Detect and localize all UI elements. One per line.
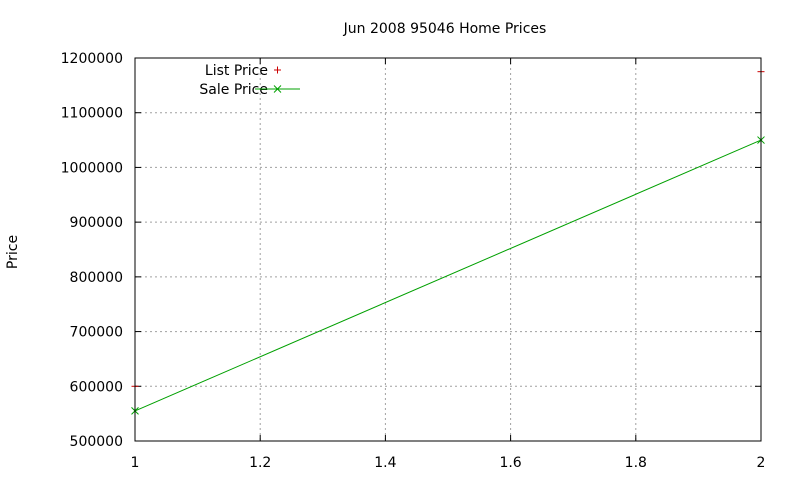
grid (135, 58, 761, 441)
legend-label: Sale Price (199, 82, 268, 98)
legend: List Price Sale Price (199, 63, 300, 98)
y-axis-label: Price (5, 235, 21, 269)
y-tick-label: 1000000 (61, 160, 123, 176)
legend-label: List Price (205, 63, 268, 79)
y-tick-label: 900000 (70, 215, 123, 231)
chart-title: Jun 2008 95046 Home Prices (343, 21, 547, 37)
legend-marker (273, 85, 282, 93)
x-tick-label: 1.4 (374, 455, 396, 471)
y-tick-label: 1100000 (61, 106, 123, 122)
x-tick-label: 1.8 (625, 455, 647, 471)
plot-frame (134, 57, 762, 442)
ticks: 1 1.2 1.4 1.6 1.8 2 500000 600000 700000 800000 90… (61, 51, 766, 471)
x-tick-label: 1 (131, 455, 140, 471)
y-tick-label: 600000 (70, 379, 123, 395)
x-tick-label: 1.6 (499, 455, 521, 471)
legend-marker (274, 66, 281, 74)
sale-price-line (134, 139, 762, 412)
y-tick-label: 700000 (70, 325, 123, 341)
y-tick-label: 800000 (70, 270, 123, 286)
x-tick-label: 1.2 (249, 455, 271, 471)
series (131, 68, 765, 415)
y-tick-label: 1200000 (61, 51, 123, 67)
y-tick-label: 500000 (70, 434, 123, 450)
x-tick-label: 2 (757, 455, 766, 471)
